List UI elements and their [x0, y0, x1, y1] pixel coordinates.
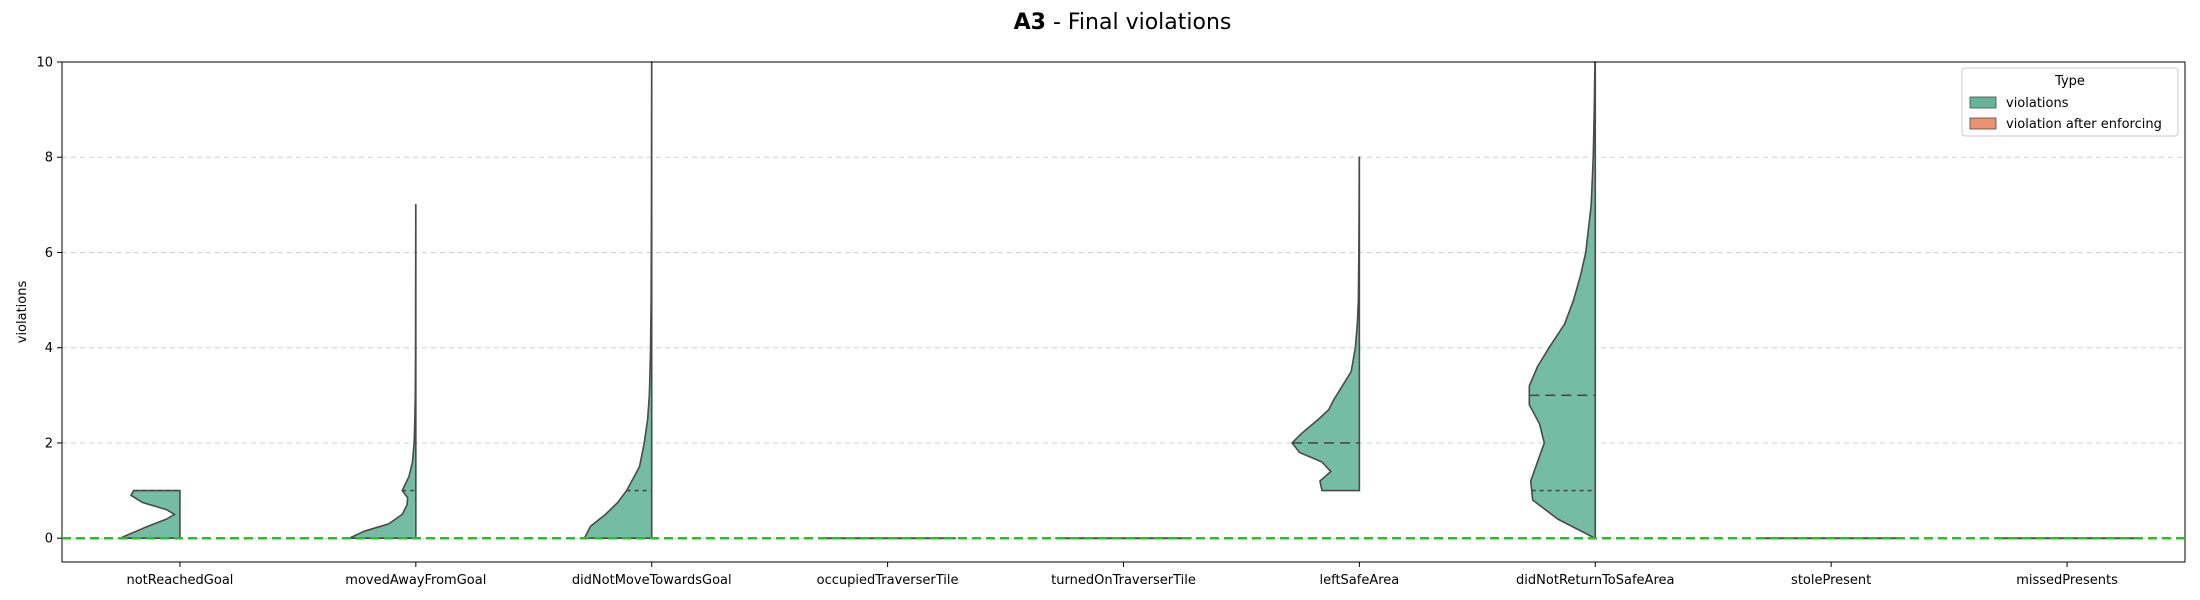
plot-area	[62, 62, 2185, 562]
y-tick-label: 2	[45, 436, 53, 451]
legend-label: violation after enforcing	[2006, 117, 2162, 132]
chart-title-rest: - Final violations	[1045, 10, 1232, 35]
y-tick-label: 6	[45, 246, 53, 261]
x-tick-label: occupiedTraverserTile	[817, 573, 959, 588]
x-tick-label: missedPresents	[2016, 573, 2118, 588]
x-tick-label: didNotMoveTowardsGoal	[572, 573, 732, 588]
legend-title: Type	[2054, 74, 2085, 89]
y-axis-label: violations	[15, 281, 30, 344]
x-tick-label: notReachedGoal	[126, 573, 233, 588]
x-tick-label: didNotReturnToSafeArea	[1516, 573, 1674, 588]
x-tick-label: stolePresent	[1791, 573, 1871, 588]
chart-title-bold: A3	[1013, 10, 1046, 35]
y-tick-label: 10	[36, 56, 53, 71]
y-tick-label: 0	[45, 532, 53, 547]
legend-swatch	[1969, 96, 1997, 109]
y-tick-label: 4	[45, 341, 53, 356]
legend-label: violations	[2006, 96, 2069, 111]
x-tick-label: leftSafeArea	[1320, 573, 1400, 588]
plot-frame	[61, 61, 2186, 563]
violin-violations	[1291, 156, 1361, 492]
legend-swatch	[1969, 117, 1997, 130]
x-tick-label: movedAwayFromGoal	[345, 573, 486, 588]
legend-box	[1961, 67, 2179, 137]
y-tick-label: 8	[45, 151, 53, 166]
chart-title: A3 - Final violations	[0, 10, 2200, 35]
x-tick-label: turnedOnTraverserTile	[1051, 573, 1196, 588]
violin-violations	[119, 489, 181, 539]
violin-violations	[348, 204, 417, 539]
